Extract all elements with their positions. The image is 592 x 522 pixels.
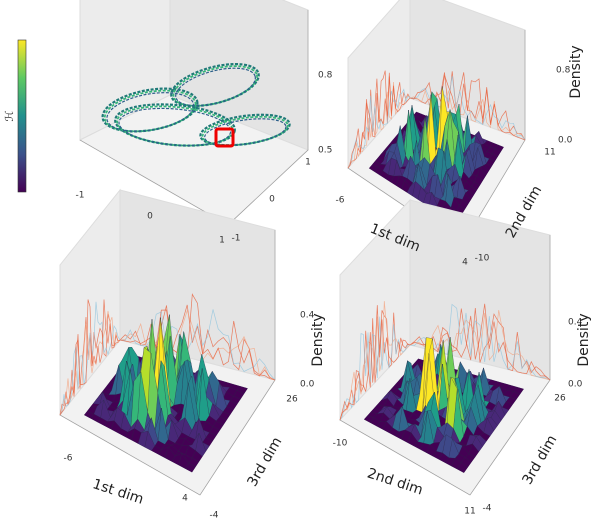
tick-label: 0.8 [318,71,333,81]
tick-label: -4 [210,511,219,521]
tick-label: 0 [147,212,153,222]
tick-label: -10 [475,254,490,264]
axis-label: Density [576,313,592,366]
tick-label: -1 [232,234,241,244]
axis-label: 1st dim [91,476,146,507]
tick-label: 11 [544,148,555,158]
colorbar [18,40,26,192]
tick-label: -6 [64,454,73,464]
axis-label: 3rd dim [520,433,561,488]
tick-label: 1 [305,158,311,168]
tick-label: 0 [269,195,275,205]
tick-label: 4 [462,258,468,268]
tick-label: -4 [483,504,492,514]
tick-label: 0.0 [558,136,573,146]
figure: ℋ -101-1010.50.8-64-10110.00.81st dim2nd… [0,0,592,522]
tick-label: 0.5 [318,146,332,156]
tick-label: 4 [182,494,188,504]
tick-label: 0.0 [300,380,315,390]
axis-label: Density [568,45,584,98]
tick-label: -10 [333,439,348,449]
axis-label: 3rd dim [245,435,286,490]
colorbar-label: ℋ [3,110,16,121]
tick-label: 26 [554,394,566,404]
axis-label: Density [310,313,326,366]
tick-label: -6 [336,196,345,206]
tick-label: 0.0 [568,380,583,390]
tick-label: 1 [219,236,225,246]
tick-label: 26 [286,395,298,405]
axis-label: 2nd dim [365,466,425,499]
tick-label: -1 [76,191,85,201]
tick-label: 11 [464,507,475,517]
